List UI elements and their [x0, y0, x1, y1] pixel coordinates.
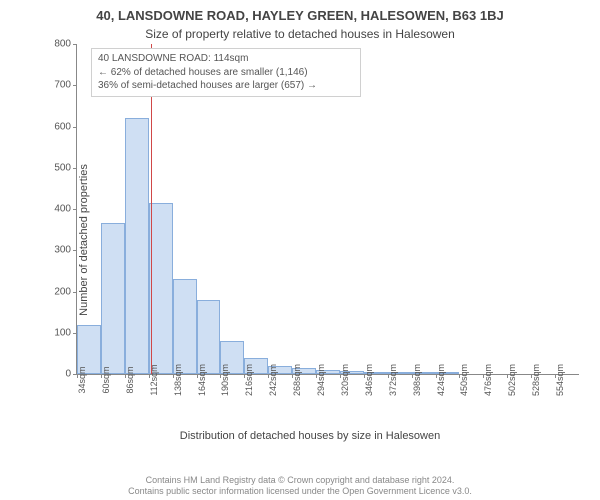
xtick-label: 164sqm	[197, 364, 207, 396]
xtick-label: 372sqm	[388, 364, 398, 396]
xtick-label: 86sqm	[125, 366, 135, 393]
histogram-bar	[197, 300, 221, 374]
ytick-label: 100	[54, 327, 71, 338]
xtick-label: 502sqm	[507, 364, 517, 396]
xtick-label: 268sqm	[292, 364, 302, 396]
xtick-label: 34sqm	[77, 366, 87, 393]
ytick-mark	[73, 85, 77, 86]
ytick-mark	[73, 209, 77, 210]
ytick-label: 800	[54, 39, 71, 50]
xtick-label: 320sqm	[340, 364, 350, 396]
xtick-label: 216sqm	[244, 364, 254, 396]
x-axis-label: Distribution of detached houses by size …	[34, 430, 586, 442]
histogram-bar	[101, 223, 125, 374]
ytick-label: 500	[54, 162, 71, 173]
xtick-label: 60sqm	[101, 366, 111, 393]
footer-line-1: Contains HM Land Registry data © Crown c…	[0, 475, 600, 486]
ytick-mark	[73, 250, 77, 251]
ytick-mark	[73, 127, 77, 128]
xtick-label: 554sqm	[555, 364, 565, 396]
xtick-label: 294sqm	[316, 364, 326, 396]
ytick-mark	[73, 292, 77, 293]
ytick-label: 700	[54, 80, 71, 91]
xtick-label: 528sqm	[531, 364, 541, 396]
xtick-label: 398sqm	[412, 364, 422, 396]
chart-region: Number of detached properties 0100200300…	[34, 44, 586, 436]
plot-area: 010020030040050060070080034sqm60sqm86sqm…	[76, 44, 579, 375]
xtick-label: 450sqm	[459, 364, 469, 396]
ytick-label: 0	[65, 369, 71, 380]
chart-title: 40, LANSDOWNE ROAD, HAYLEY GREEN, HALESO…	[0, 0, 600, 23]
annotation-line-1: 40 LANSDOWNE ROAD: 114sqm	[98, 52, 354, 66]
histogram-bar	[149, 203, 173, 374]
ytick-label: 300	[54, 245, 71, 256]
ytick-mark	[73, 168, 77, 169]
annotation-line-2: ← 62% of detached houses are smaller (1,…	[98, 66, 354, 80]
footer-attribution: Contains HM Land Registry data © Crown c…	[0, 475, 600, 498]
ytick-label: 400	[54, 204, 71, 215]
ytick-label: 600	[54, 121, 71, 132]
ytick-label: 200	[54, 286, 71, 297]
histogram-bar	[125, 118, 149, 374]
xtick-label: 138sqm	[173, 364, 183, 396]
footer-line-2: Contains public sector information licen…	[0, 486, 600, 497]
chart-container: 40, LANSDOWNE ROAD, HAYLEY GREEN, HALESO…	[0, 0, 600, 500]
annotation-line-3: 36% of semi-detached houses are larger (…	[98, 79, 354, 93]
xtick-label: 242sqm	[268, 364, 278, 396]
chart-subtitle: Size of property relative to detached ho…	[0, 23, 600, 41]
histogram-bar	[173, 279, 197, 374]
xtick-label: 346sqm	[364, 364, 374, 396]
annotation-box: 40 LANSDOWNE ROAD: 114sqm← 62% of detach…	[91, 48, 361, 97]
xtick-label: 424sqm	[436, 364, 446, 396]
xtick-label: 476sqm	[483, 364, 493, 396]
ytick-mark	[73, 44, 77, 45]
xtick-label: 190sqm	[220, 364, 230, 396]
